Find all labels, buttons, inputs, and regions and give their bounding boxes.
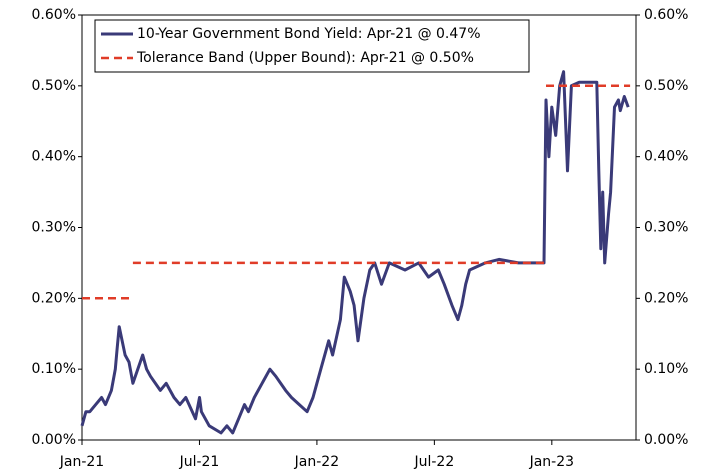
x-tick-label: Jan-21 [59,454,104,470]
y2-tick-label: 0.60% [644,7,688,23]
series-line [80,70,630,435]
y-tick-label: 0.10% [32,361,76,377]
x-tick-label: Jan-22 [294,454,339,470]
legend-label: Tolerance Band (Upper Bound): Apr-21 @ 0… [136,50,474,66]
x-tick-label: Jul-21 [179,454,220,470]
y-tick-label: 0.00% [32,432,76,448]
y-tick-label: 0.30% [32,220,76,236]
legend-label: 10-Year Government Bond Yield: Apr-21 @ … [137,26,481,42]
x-tick-label: Jan-23 [529,454,574,470]
y2-tick-label: 0.00% [644,432,688,448]
y-tick-label: 0.60% [32,7,76,23]
legend-box [94,19,530,73]
y-tick-label: 0.20% [32,290,76,306]
x-tick-label: Jul-22 [413,454,454,470]
series-line [82,84,631,300]
y2-tick-label: 0.40% [644,149,688,165]
y-tick-label: 0.40% [32,149,76,165]
y2-tick-label: 0.10% [644,361,688,377]
y2-tick-label: 0.20% [644,290,688,306]
y-tick-label: 0.50% [32,78,76,94]
plot-frame [81,14,637,441]
y2-tick-label: 0.30% [644,220,688,236]
y2-tick-label: 0.50% [644,78,688,94]
